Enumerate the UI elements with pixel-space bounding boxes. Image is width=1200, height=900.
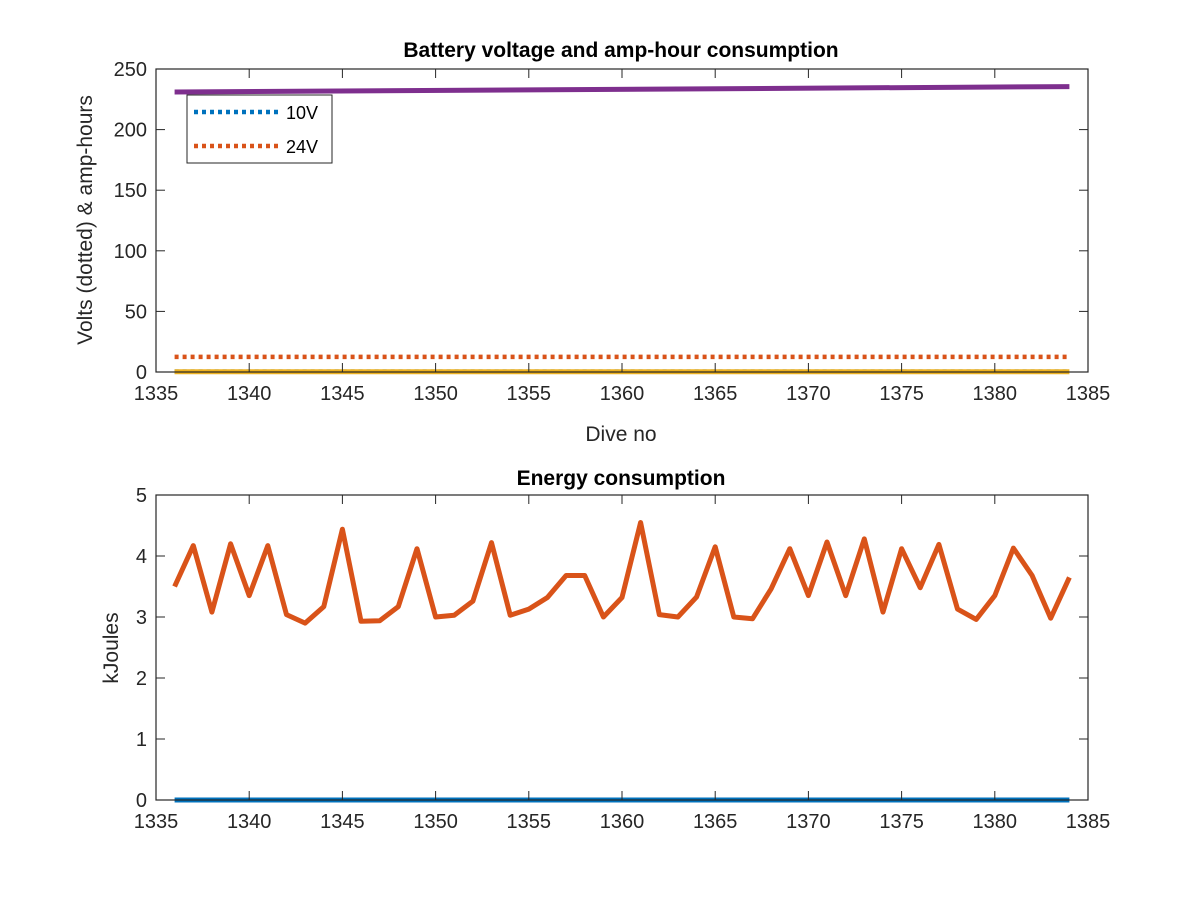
chart-title: Battery voltage and amp-hour consumption [403,39,838,62]
x-tick-label: 1335 [134,811,179,833]
x-tick-label: 1365 [693,383,738,405]
legend: 10V 24V [186,94,333,164]
legend-box [186,94,333,164]
x-tick-label: 1340 [227,811,272,833]
x-tick-label: 1375 [879,811,924,833]
x-tick-label: 1355 [507,383,552,405]
y-tick-label: 0 [136,362,147,384]
x-tick-label: 1365 [693,811,738,833]
y-tick-label: 2 [136,668,147,690]
x-tick-label: 1380 [973,383,1018,405]
x-tick-label: 1350 [413,811,458,833]
x-tick-label: 1350 [413,383,458,405]
y-axis-label: Volts (dotted) & amp-hours [74,95,97,345]
y-tick-label: 3 [136,607,147,629]
x-tick-label: 1345 [320,811,365,833]
energy-consumption-panel: Energy consumption 1335 1340 1345 1350 1355 1… [100,467,1110,833]
x-tick-label: 1345 [320,383,365,405]
series-line-s1 [172,520,1072,626]
voltage-amphour-panel: Battery voltage and amp-hour consumption… [74,39,1110,446]
series-line-s3 [174,84,1070,95]
x-axis-label: Dive no [585,423,656,446]
x-tick-label: 1360 [600,383,645,405]
y-tick-label: 50 [125,301,147,323]
x-tick-label: 1355 [507,811,552,833]
x-tick-label: 1380 [973,811,1018,833]
y-tick-label: 200 [114,120,147,142]
x-tick-label: 1335 [134,383,179,405]
y-tick-label: 4 [136,546,147,568]
x-tick-label: 1370 [786,383,831,405]
x-tick-label: 1340 [227,383,272,405]
y-axis-label: kJoules [100,612,123,683]
x-tick-label: 1385 [1066,383,1111,405]
x-tick-label: 1375 [879,383,924,405]
y-tick-label: 100 [114,241,147,263]
legend-label-10v: 10V [286,103,318,123]
y-tick-label: 150 [114,180,147,202]
x-tick-label: 1370 [786,811,831,833]
y-tick-label: 250 [114,59,147,81]
x-tick-label: 1385 [1066,811,1111,833]
legend-label-24v: 24V [286,137,318,157]
x-tick-label: 1360 [600,811,645,833]
y-tick-label: 0 [136,790,147,812]
y-tick-label: 1 [136,729,147,751]
axes-box [155,494,1089,801]
y-tick-label: 5 [136,485,147,507]
chart-title: Energy consumption [517,467,726,490]
